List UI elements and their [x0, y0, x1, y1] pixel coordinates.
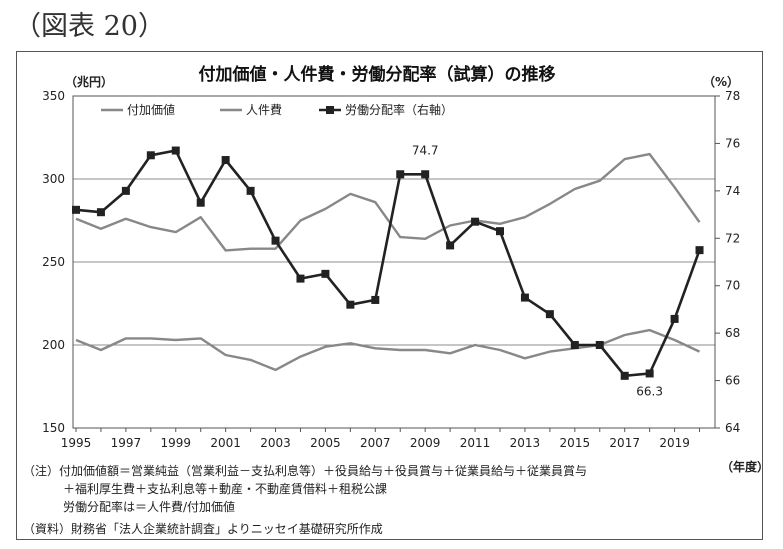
series-line [75, 149, 701, 378]
x-tick-label: 2011 [460, 436, 491, 450]
y-right-tick-label: 78 [725, 89, 740, 103]
series-line [75, 328, 701, 372]
data-point [246, 186, 255, 195]
line-chart: 付加価値・人件費・労働分配率（試算）の推移 （兆円） （%） （年度） 150 2… [42, 64, 762, 474]
series-group [75, 152, 701, 252]
data-point [471, 217, 480, 226]
annotations: 74.7 66.3 [412, 143, 663, 398]
data-point [221, 156, 230, 165]
data-label: 74.7 [412, 143, 439, 157]
right-axis-unit: （%） [703, 74, 739, 89]
data-point [96, 208, 105, 217]
data-point [171, 146, 180, 155]
legend: 付加価値 人件費 労働分配率（右軸） [101, 102, 453, 117]
series-group [72, 146, 704, 380]
data-point [72, 205, 80, 214]
y-right-tick-label: 76 [725, 136, 740, 150]
x-axis-unit: （年度） [721, 459, 762, 474]
legend-label: 人件費 [246, 102, 282, 117]
legend-label: 付加価値 [127, 102, 175, 117]
data-point [421, 170, 430, 179]
data-point [645, 369, 654, 378]
chart-frame: 付加価値・人件費・労働分配率（試算）の推移 （兆円） （%） （年度） 150 2… [16, 51, 763, 540]
y-right-tick-label: 72 [725, 231, 740, 245]
note-formula-cont: ＋福利厚生費＋支払利息等＋動産・不動産賃借料＋租税公課 [63, 482, 388, 496]
series-layer [72, 146, 704, 380]
data-point [545, 310, 554, 319]
x-tick-label: 1997 [111, 436, 142, 450]
plot-area [72, 95, 716, 429]
x-tick-label: 2005 [310, 436, 341, 450]
note-ratio: 労働分配率は＝人件費/付加価値 [63, 500, 236, 514]
y-left-tick-label: 150 [42, 421, 65, 435]
data-point [146, 151, 155, 160]
series-line [75, 152, 701, 252]
x-tick-label: 2015 [560, 436, 591, 450]
x-tick-label: 2003 [260, 436, 291, 450]
y-left-tick-label: 200 [42, 338, 65, 352]
y-right-tick-label: 64 [725, 421, 740, 435]
data-point [196, 198, 205, 207]
data-point [496, 227, 504, 236]
x-tick-label: 1999 [160, 436, 191, 450]
data-point [695, 246, 704, 255]
chart-title: 付加価値・人件費・労働分配率（試算）の推移 [199, 64, 556, 85]
data-label: 66.3 [636, 384, 663, 398]
y-right-tick-label: 68 [725, 326, 740, 340]
data-point [271, 236, 280, 245]
data-point [296, 274, 305, 283]
legend-label: 労働分配率（右軸） [345, 102, 453, 117]
x-tick-label: 1995 [61, 436, 92, 450]
legend-marker [326, 106, 334, 114]
y-left-tick-label: 300 [42, 172, 65, 186]
x-tick-label: 2019 [659, 436, 690, 450]
data-point [446, 241, 455, 250]
y-left-tick-label: 350 [42, 89, 65, 103]
x-tick-label: 2009 [410, 436, 441, 450]
y-right-tick-label: 74 [725, 184, 740, 198]
x-tick-label: 2013 [510, 436, 541, 450]
figure-caption: （図表 20） [14, 11, 165, 42]
left-axis-unit: （兆円） [65, 74, 113, 89]
data-point [520, 293, 529, 302]
y-left-tick-label: 250 [42, 255, 65, 269]
data-point [371, 295, 380, 304]
y-right-tick-label: 70 [725, 279, 740, 293]
data-point [396, 170, 405, 179]
note-formula: （注）付加価値額＝営業純益（営業利益－支払利息等）＋役員給与＋役員賞与＋従業員給… [23, 464, 588, 478]
data-point [620, 371, 629, 380]
note-source: （資料）財務省「法人企業統計調査」よりニッセイ基礎研究所作成 [23, 522, 383, 536]
y-right-tick-label: 66 [725, 374, 740, 388]
data-point [321, 269, 330, 278]
axes: 150 200 250 300 350 64 66 68 70 72 74 76 78 1995 1997 1… [42, 89, 740, 450]
x-tick-label: 2017 [609, 436, 640, 450]
data-point [121, 186, 130, 195]
data-point [570, 341, 579, 349]
series-group [75, 328, 701, 372]
x-tick-label: 2001 [210, 436, 241, 450]
gridlines [73, 95, 715, 346]
data-point [670, 314, 679, 323]
data-point [346, 300, 355, 309]
x-tick-label: 2007 [360, 436, 391, 450]
data-point [595, 341, 604, 349]
